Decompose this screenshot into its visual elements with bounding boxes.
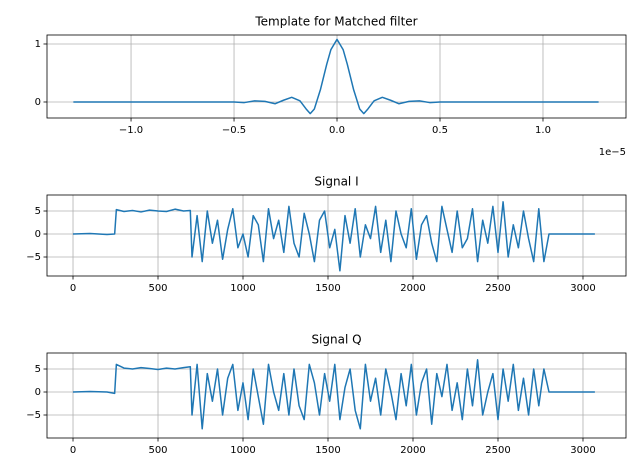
x-tick-label: 1.0 <box>535 125 551 136</box>
y-tick-label: 0 <box>35 97 41 108</box>
y-tick-label: 0 <box>35 229 41 240</box>
x-tick-label: 0.0 <box>329 125 345 136</box>
x-tick-label: 1000 <box>230 283 255 294</box>
x-tick-label: 3000 <box>570 445 595 456</box>
axes-frame <box>46 352 627 439</box>
x-tick-label: 2500 <box>485 445 510 456</box>
axes-frame <box>46 194 627 277</box>
chart-title: Template for Matched filter <box>254 15 417 29</box>
x-tick-label: 3000 <box>570 283 595 294</box>
x-tick-label: 1500 <box>315 445 340 456</box>
x-tick-label: 500 <box>148 283 167 294</box>
signal-line <box>73 38 599 115</box>
x-tick-label: 0 <box>70 445 76 456</box>
x-tick-label: 1500 <box>315 283 340 294</box>
chart-title: Signal Q <box>311 333 361 347</box>
y-tick-label: −5 <box>26 252 41 263</box>
axes-frame <box>46 34 627 119</box>
y-tick-label: 5 <box>35 206 41 217</box>
x-tick-label: 0.5 <box>432 125 448 136</box>
x-tick-label: 2000 <box>400 445 425 456</box>
x-offset-text: 1e−5 <box>599 147 626 158</box>
x-tick-label: 500 <box>148 445 167 456</box>
chart-title: Signal I <box>314 175 358 189</box>
signal-line <box>72 201 595 272</box>
x-tick-label: 2500 <box>485 283 510 294</box>
x-tick-label: −0.5 <box>222 125 246 136</box>
y-tick-label: 0 <box>35 387 41 398</box>
x-tick-label: 2000 <box>400 283 425 294</box>
x-tick-label: −1.0 <box>119 125 143 136</box>
x-tick-label: 0 <box>70 283 76 294</box>
y-tick-label: −5 <box>26 410 41 421</box>
x-tick-label: 1000 <box>230 445 255 456</box>
signal-line <box>72 359 595 430</box>
y-tick-label: 1 <box>35 39 41 50</box>
y-tick-label: 5 <box>35 364 41 375</box>
